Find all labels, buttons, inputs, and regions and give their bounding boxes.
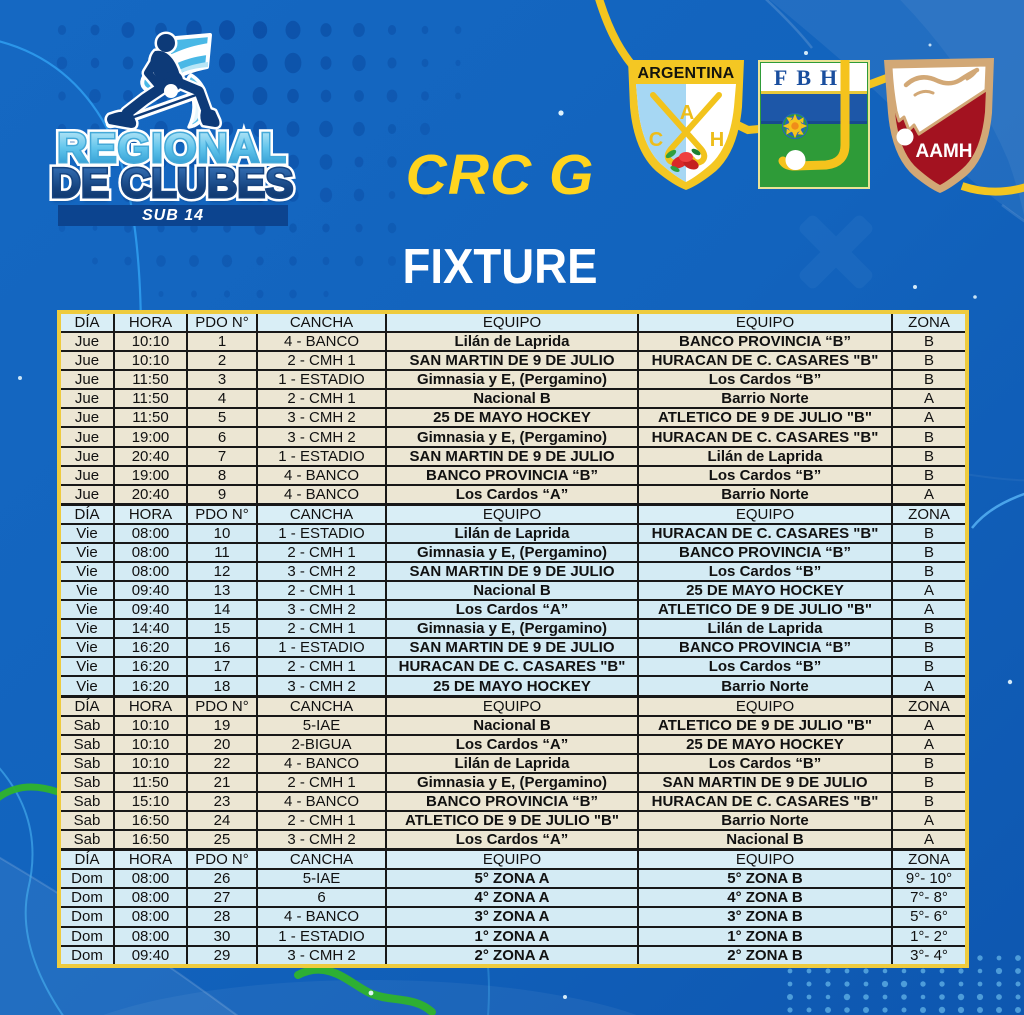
- svg-text:AAMH: AAMH: [916, 141, 973, 162]
- svg-text:C: C: [649, 129, 663, 151]
- svg-text:A: A: [680, 102, 694, 124]
- svg-text:FBH: FBH: [774, 65, 846, 90]
- svg-text:H: H: [710, 129, 724, 151]
- svg-text:ARGENTINA: ARGENTINA: [638, 65, 735, 82]
